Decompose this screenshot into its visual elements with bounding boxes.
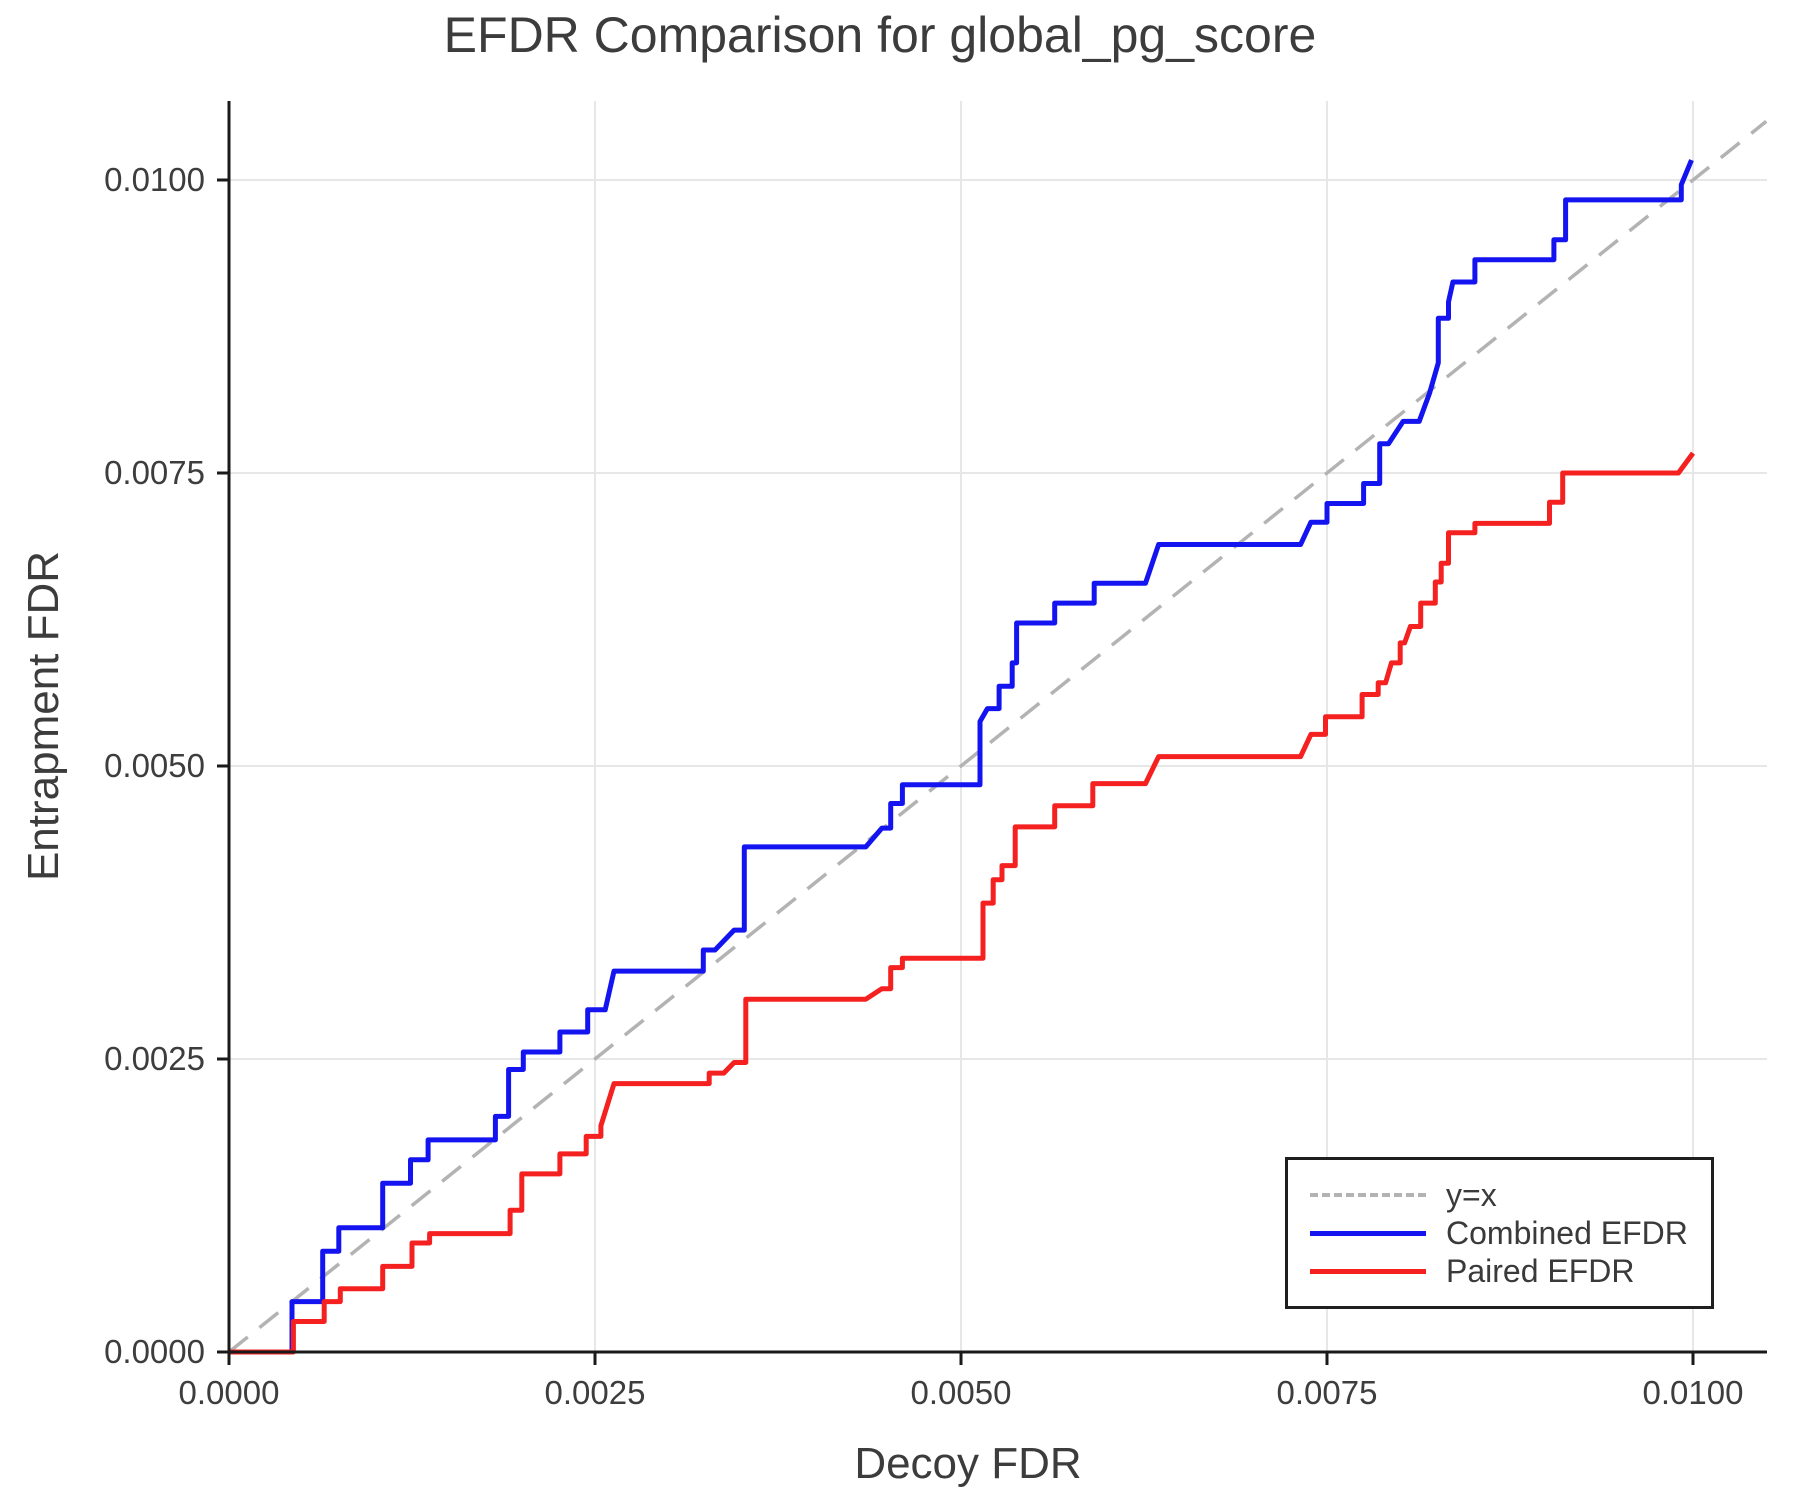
y-tick-label-0.0075: 0.0075 xyxy=(104,454,205,491)
legend-item-combined: Combined EFDR xyxy=(1310,1214,1689,1252)
x-tick-label-0.0025: 0.0025 xyxy=(545,1374,646,1411)
paired-line-sample xyxy=(1310,1268,1426,1274)
gridlines xyxy=(229,101,1767,1352)
x-tick-label-0.0000: 0.0000 xyxy=(179,1374,280,1411)
x-tick-label-0.0100: 0.0100 xyxy=(1643,1374,1744,1411)
legend-item-paired: Paired EFDR xyxy=(1310,1252,1689,1290)
y-tick-label-0.0000: 0.0000 xyxy=(104,1333,205,1370)
legend-box: y=x Combined EFDR Paired EFDR xyxy=(1285,1157,1714,1309)
x-axis-label: Decoy FDR xyxy=(854,1439,1081,1488)
legend-label-paired: Paired EFDR xyxy=(1446,1253,1635,1289)
axes xyxy=(227,101,1767,1354)
chart-title: EFDR Comparison for global_pg_score xyxy=(444,7,1317,63)
x-tick-label-0.0050: 0.0050 xyxy=(911,1374,1012,1411)
series-line-y-x xyxy=(227,120,1768,1354)
tick-labels: 0.0000 0.0025 0.0050 0.0075 0.0100 0.0000 0.00… xyxy=(104,161,1743,1411)
y-axis-label: Entrapment FDR xyxy=(19,551,68,881)
legend-label-yx: y=x xyxy=(1446,1177,1497,1213)
y-tick-label-0.0100: 0.0100 xyxy=(104,161,205,198)
yx-line-sample xyxy=(1310,1193,1426,1197)
tick-marks xyxy=(217,178,1695,1365)
series-line-combined-efdr xyxy=(229,159,1694,1355)
y-tick-label-0.0025: 0.0025 xyxy=(104,1040,205,1077)
y-tick-label-0.0050: 0.0050 xyxy=(104,747,205,784)
legend-label-combined: Combined EFDR xyxy=(1446,1215,1688,1251)
legend-item-yx: y=x xyxy=(1310,1176,1689,1214)
series-line-paired-efdr xyxy=(229,451,1696,1355)
series-lines xyxy=(227,120,1768,1355)
combined-line-sample xyxy=(1310,1230,1426,1236)
x-tick-label-0.0075: 0.0075 xyxy=(1277,1374,1378,1411)
